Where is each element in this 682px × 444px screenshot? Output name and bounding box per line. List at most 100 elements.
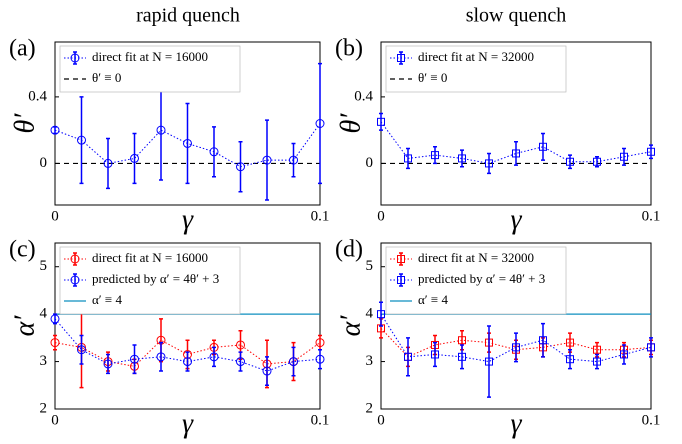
marker [50,338,60,348]
error-bar [212,346,216,368]
marker [566,355,574,364]
marker [431,350,439,359]
marker [377,310,385,319]
marker [485,159,493,168]
marker [77,135,86,145]
marker [50,125,60,135]
error-bar [460,149,464,168]
error-bar [106,353,110,375]
error-bar [238,141,243,193]
error-bar [132,132,137,185]
error-bar [291,142,296,178]
error-bar [568,154,572,170]
error-bar [185,102,190,185]
marker [183,138,192,148]
marker [593,157,601,166]
error-bar [541,132,545,161]
legend-label: α′ ≡ 4 [418,292,448,307]
y-tick-label: 0 [40,155,48,171]
y-tick-label: 0 [366,155,374,171]
error-bar [53,313,57,325]
marker [539,336,547,345]
marker [70,53,80,63]
x-tick-label: 0.1 [642,412,661,428]
error-bar [487,325,491,398]
x-tick-label: 0 [51,208,59,224]
marker [593,345,601,354]
error-bar [318,62,322,185]
marker [70,254,80,264]
x-axis-label: γ [510,204,522,235]
legend-label: predicted by α′ = 4θ′ + 3 [92,271,219,286]
marker [620,152,628,161]
error-bar [79,334,84,365]
marker [647,343,655,352]
error-bar [185,351,190,372]
error-bar [406,337,410,377]
error-bar [541,322,545,358]
marker [183,357,192,367]
y-axis-label: α′ [9,315,40,337]
x-tick-label: 0 [377,412,385,428]
marker [431,151,439,160]
marker [485,357,493,366]
marker [70,275,80,285]
marker [512,149,520,158]
error-bar [487,152,491,175]
legend-label: direct fit at N = 16000 [92,250,208,265]
y-tick-label: 3 [366,353,374,369]
error-bar [514,332,518,363]
marker [130,153,139,163]
error-bar [53,126,57,135]
plot-frame [54,242,321,410]
error-bar [238,351,243,372]
error-bar [406,147,410,170]
marker [262,366,272,376]
marker [236,340,245,350]
y-tick-label: 4 [366,306,374,322]
error-bar [622,344,626,365]
x-axis-label: γ [510,408,522,439]
error-bar [514,141,518,166]
marker [404,352,412,361]
y-tick-label: 3 [40,353,48,369]
marker [566,338,574,347]
marker [593,357,601,366]
legend-label: direct fit at N = 32000 [418,250,534,265]
y-axis-label: θ′ [335,113,366,134]
error-bar [53,334,57,351]
y-axis-label: θ′ [9,113,40,134]
error-bar [460,344,464,370]
marker [209,352,219,362]
error-bar [433,341,437,368]
error-bar [568,348,572,370]
panel-label: (d) [335,237,363,263]
error-bar [595,353,599,370]
error-bar [212,126,216,178]
error-bar [649,337,653,358]
marker [315,338,325,348]
y-tick-label: 0.4 [28,88,47,104]
marker [236,162,245,172]
error-bar [159,341,163,372]
y-tick-label: 2 [366,400,374,416]
marker [458,336,466,345]
x-tick-label: 0 [51,412,59,428]
x-tick-label: 0.1 [642,208,661,224]
panel-label: (a) [9,36,36,62]
y-tick-label: 5 [366,258,374,274]
y-axis-label: α′ [335,315,366,337]
x-tick-label: 0.1 [311,208,330,224]
legend-box [385,45,567,93]
error-bar [265,119,269,201]
marker [315,354,325,364]
legend-box [385,246,567,315]
error-bar [622,147,626,166]
marker [156,125,166,135]
error-bar [379,112,383,131]
error-bar [433,146,437,165]
error-bar [265,356,269,387]
legend-label: θ′ ≡ 0 [92,70,121,85]
marker [397,255,405,263]
